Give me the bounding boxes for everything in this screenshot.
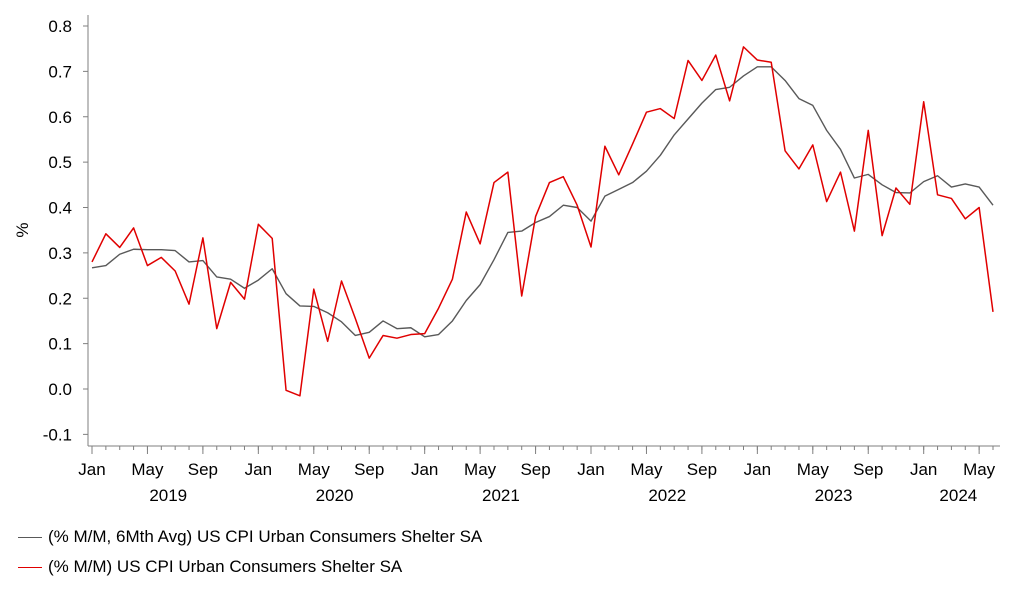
- x-tick-label: Sep: [687, 460, 717, 479]
- x-tick-label: Jan: [577, 460, 604, 479]
- legend-item-6mth-avg: (% M/M, 6Mth Avg) US CPI Urban Consumers…: [18, 522, 482, 552]
- series-line-6mth-avg: [91, 66, 994, 338]
- x-tick-label: Sep: [853, 460, 883, 479]
- y-tick-label: 0.7: [48, 62, 72, 81]
- legend-label-6mth-avg: (% M/M, 6Mth Avg) US CPI Urban Consumers…: [48, 527, 483, 546]
- x-year-label: 2019: [149, 486, 187, 505]
- y-tick-label: 0.4: [48, 199, 72, 218]
- x-tick-label: May: [464, 460, 497, 479]
- x-tick-label: Sep: [188, 460, 218, 479]
- x-year-label: 2021: [482, 486, 520, 505]
- x-year-label: 2023: [815, 486, 853, 505]
- legend-label-mm: (% M/M) US CPI Urban Consumers Shelter S…: [48, 557, 403, 576]
- x-tick-label: May: [963, 460, 996, 479]
- y-tick-label: 0.1: [48, 335, 72, 354]
- y-axis-label: %: [13, 222, 32, 237]
- legend-item-mm: (% M/M) US CPI Urban Consumers Shelter S…: [18, 552, 482, 582]
- x-tick-label: Jan: [411, 460, 438, 479]
- legend-swatch-6mth-avg: [18, 536, 42, 538]
- x-tick-label: May: [630, 460, 663, 479]
- y-tick-label: 0.0: [48, 380, 72, 399]
- y-tick-label: 0.6: [48, 108, 72, 127]
- line-chart: -0.1 0.0 0.1 0.2 0.3 0.4 0.5 0.6 0.7 0.8% Jan May Se…: [13, 15, 1000, 505]
- legend-swatch-mm: [18, 566, 42, 568]
- y-tick-label: -0.1: [43, 425, 72, 444]
- y-tick-label: 0.2: [48, 289, 72, 308]
- series-line-mm: [91, 46, 994, 397]
- x-tick-label: Jan: [78, 460, 105, 479]
- x-tick-label: Jan: [744, 460, 771, 479]
- x-tick-label: Sep: [354, 460, 384, 479]
- x-tick-label: May: [131, 460, 164, 479]
- legend: (% M/M, 6Mth Avg) US CPI Urban Consumers…: [18, 522, 482, 582]
- x-year-label: 2020: [316, 486, 354, 505]
- x-tick-label: May: [797, 460, 830, 479]
- x-tick-label: Sep: [520, 460, 550, 479]
- x-year-label: 2022: [648, 486, 686, 505]
- y-tick-label: 0.8: [48, 17, 72, 36]
- y-tick-label: 0.3: [48, 244, 72, 263]
- x-tick-label: Jan: [245, 460, 272, 479]
- x-tick-label: May: [298, 460, 331, 479]
- x-tick-label: Jan: [910, 460, 937, 479]
- y-tick-label: 0.5: [48, 153, 72, 172]
- x-year-label: 2024: [939, 486, 977, 505]
